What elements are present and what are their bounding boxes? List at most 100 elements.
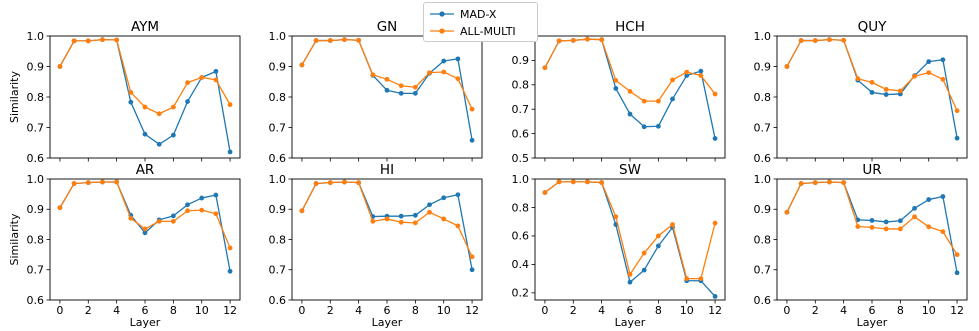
y-tick-label: 0.7	[754, 121, 772, 134]
data-point-all-multi	[883, 86, 889, 92]
data-point-all-multi	[798, 38, 804, 43]
x-tick-label: 10	[680, 304, 694, 317]
data-point-all-multi	[812, 38, 818, 43]
data-point-all-multi	[213, 77, 219, 83]
series-line-mad-x	[544, 38, 716, 139]
data-point-mad-x	[170, 213, 176, 219]
data-point-all-multi	[912, 73, 917, 79]
data-point-mad-x	[455, 192, 461, 198]
data-point-all-multi	[57, 64, 63, 69]
y-tick-label: 0.8	[27, 91, 45, 104]
legend-line-icon	[430, 11, 454, 17]
chart-panel-hi: HI 0.6 0.7 0.8 0.9 1.0 0 2 4 6 8 10 12 Layer	[269, 162, 483, 329]
x-tick-label: 2	[570, 304, 577, 317]
data-point-all-multi	[469, 106, 475, 112]
data-point-mad-x	[227, 149, 233, 155]
data-point-all-multi	[655, 98, 661, 104]
data-point-all-multi	[384, 216, 390, 222]
series-line-mad-x	[786, 39, 958, 139]
data-point-all-multi	[926, 224, 932, 230]
data-point-mad-x	[926, 59, 932, 65]
data-point-all-multi	[370, 72, 376, 78]
data-point-all-multi	[855, 224, 861, 229]
data-point-all-multi	[57, 205, 63, 211]
data-point-all-multi	[170, 218, 176, 224]
data-point-all-multi	[670, 77, 675, 83]
data-point-mad-x	[698, 68, 704, 74]
plot-frame	[49, 35, 241, 159]
data-point-all-multi	[213, 211, 219, 217]
data-point-mad-x	[613, 86, 619, 91]
panel-title: HCH	[615, 19, 645, 35]
panel-title: UR	[862, 162, 881, 178]
data-point-all-multi	[427, 209, 432, 215]
data-point-mad-x	[142, 230, 148, 236]
data-point-all-multi	[128, 215, 134, 221]
y-tick-label: 0.8	[512, 201, 530, 214]
data-point-all-multi	[313, 181, 319, 186]
x-tick-label: 0	[298, 304, 305, 317]
data-point-all-multi	[170, 104, 176, 110]
data-point-all-multi	[556, 38, 562, 44]
data-point-mad-x	[670, 96, 675, 102]
data-point-mad-x	[869, 218, 875, 223]
data-point-mad-x	[641, 267, 647, 273]
y-tick-label: 0.6	[269, 152, 287, 165]
data-point-all-multi	[655, 233, 661, 239]
data-point-all-multi	[883, 226, 889, 232]
data-point-all-multi	[142, 104, 148, 110]
y-tick-label: 0.7	[27, 121, 45, 134]
plot-frame	[291, 178, 483, 301]
chart-panel-quy: QUY 0.6 0.7 0.8 0.9 1.0	[754, 19, 968, 165]
y-tick-label: 0.9	[269, 203, 287, 216]
data-point-mad-x	[655, 123, 661, 129]
y-tick-label: 0.7	[269, 121, 287, 134]
data-point-all-multi	[327, 38, 333, 43]
plot-frame	[776, 35, 968, 159]
y-tick-label: 0.7	[512, 103, 530, 116]
data-point-all-multi	[684, 276, 690, 282]
data-point-all-multi	[869, 79, 875, 85]
data-point-mad-x	[627, 279, 633, 285]
legend-line-icon	[430, 28, 454, 34]
data-point-all-multi	[542, 65, 548, 71]
data-point-mad-x	[170, 132, 176, 138]
x-tick-label: 12	[223, 304, 237, 317]
data-point-all-multi	[627, 271, 633, 277]
y-tick-label: 0.7	[754, 264, 772, 277]
data-point-all-multi	[613, 214, 619, 220]
data-point-mad-x	[712, 136, 718, 141]
y-axis-label: Similarity	[8, 71, 21, 123]
panel-title: AYM	[131, 19, 159, 35]
data-point-mad-x	[641, 124, 647, 130]
data-point-mad-x	[712, 294, 718, 299]
data-point-mad-x	[655, 243, 661, 249]
y-tick-label: 0.8	[27, 233, 45, 246]
data-point-all-multi	[299, 208, 305, 214]
data-point-all-multi	[912, 214, 917, 220]
data-point-mad-x	[384, 87, 390, 93]
data-point-all-multi	[599, 37, 605, 43]
data-point-mad-x	[455, 56, 461, 62]
series-line-all-multi	[786, 39, 958, 111]
series-line-mad-x	[301, 181, 473, 270]
data-point-mad-x	[926, 197, 932, 202]
data-point-all-multi	[599, 180, 605, 185]
panel-title: GN	[377, 19, 398, 35]
data-point-mad-x	[883, 219, 889, 225]
plot-frame	[534, 35, 726, 159]
data-point-all-multi	[712, 220, 718, 226]
data-point-mad-x	[441, 58, 447, 64]
x-tick-label: 0	[56, 304, 63, 317]
data-point-all-multi	[542, 190, 548, 195]
data-point-all-multi	[812, 180, 818, 186]
data-point-mad-x	[156, 141, 162, 147]
legend-label: MAD-X	[460, 7, 497, 21]
data-point-all-multi	[897, 88, 903, 94]
data-point-mad-x	[412, 90, 418, 96]
data-point-all-multi	[570, 37, 576, 43]
chart-panel-gn: GN 0.6 0.7 0.8 0.9 1.0	[269, 19, 483, 165]
y-tick-label: 0.8	[512, 79, 530, 92]
